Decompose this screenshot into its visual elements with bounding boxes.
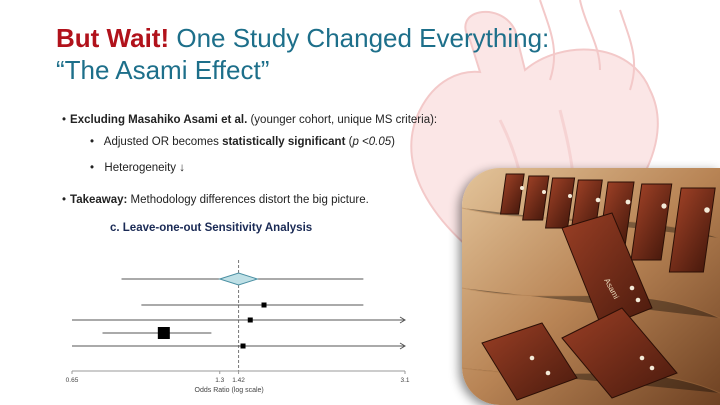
bullet-italic: p <0.05 [352, 136, 392, 148]
bullet-bold: Takeaway: [70, 194, 128, 206]
bullet-heterogeneity: • Heterogeneity ↓ [90, 162, 185, 174]
bullet-dot: • [62, 114, 67, 126]
bullet-excluding: • Excluding Masahiko Asami et al. (younge… [62, 114, 437, 126]
bullet-text: (younger cohort, unique MS criteria): [247, 114, 438, 126]
estimate-marker [261, 302, 267, 308]
title-line2: “The Asami Effect” [56, 55, 270, 85]
title-main: One Study Changed Everything: [169, 23, 550, 53]
ci-arrow [399, 342, 406, 350]
bullet-takeaway: • Takeaway: Methodology differences disto… [62, 194, 369, 206]
forest-plot: c. Leave-one-out Sensitivity Analysis 0.6… [66, 222, 410, 394]
x-axis-label: Odds Ratio (log scale) [195, 387, 264, 394]
bullet-text: Adjusted OR becomes [103, 136, 223, 148]
bullet-dot: • [90, 136, 95, 148]
x-tick-label: 1.42 [232, 377, 245, 384]
domino-photo: Asami [462, 168, 720, 405]
bullet-dot: • [62, 194, 67, 206]
bullet-text: ( [345, 136, 353, 148]
ci-arrow [399, 316, 406, 324]
bullet-text: Methodology differences distort the big … [127, 194, 369, 206]
chart-title: c. Leave-one-out Sensitivity Analysis [110, 222, 312, 234]
x-tick-label: 0.65 [66, 377, 79, 384]
title-emphasis: But Wait! [56, 23, 170, 53]
estimate-marker [240, 343, 246, 349]
bullet-adjusted-or: • Adjusted OR becomes statistically sign… [90, 136, 395, 148]
x-tick-label: 1.3 [215, 377, 224, 384]
bullet-bold: Excluding Masahiko Asami et al. [70, 114, 248, 126]
bullet-bold: statistically significant [222, 136, 346, 148]
bullet-dot: • [90, 162, 95, 174]
pooled-diamond [218, 272, 259, 286]
estimate-marker [157, 327, 170, 339]
x-tick-label: 3.1 [400, 377, 409, 384]
estimate-marker [247, 317, 253, 323]
bullet-text: Heterogeneity ↓ [104, 162, 185, 174]
slide-title: But Wait! One Study Changed Everything: “… [56, 22, 696, 86]
bullet-text: ) [391, 136, 395, 148]
